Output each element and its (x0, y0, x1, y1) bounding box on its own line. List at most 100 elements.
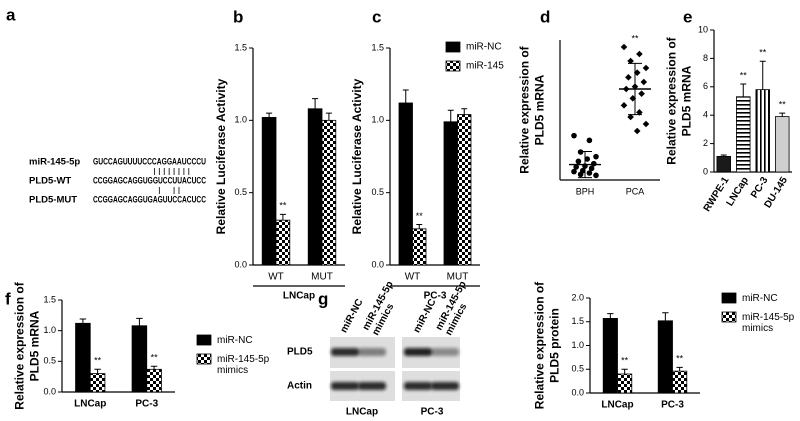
point (625, 74, 632, 81)
significance: ** (759, 48, 767, 58)
legend-label: miR-145 (466, 61, 504, 72)
y-tick-label: 1.5 (43, 294, 56, 304)
point (571, 168, 577, 175)
significance: ** (631, 33, 639, 43)
blot-band (331, 348, 359, 356)
error-bar (662, 312, 669, 321)
blot-band (331, 382, 359, 390)
y-tick-label: 0.5 (43, 356, 56, 366)
y-tick-label: 0.0 (234, 259, 247, 269)
error-bar (94, 368, 101, 374)
x-tick-label: PC-3 (135, 399, 158, 410)
error-bar (136, 317, 143, 326)
y-tick-label: 0.0 (571, 387, 584, 397)
y-tick-label: 1.0 (234, 115, 247, 125)
blot-band (431, 382, 459, 390)
bar (443, 121, 458, 266)
error-bar (607, 313, 614, 319)
sd-bar (628, 62, 642, 116)
y-axis-label: Relative expression ofPLD5 mRNA (665, 36, 694, 164)
point (620, 102, 628, 109)
bar (131, 325, 148, 393)
y-tick-label: 0.0 (43, 386, 56, 396)
bar (146, 368, 162, 393)
row-label: PLD5 (287, 347, 313, 358)
y-tick-label: 1.0 (371, 115, 384, 125)
bar (275, 219, 291, 266)
group-label: LNCap (283, 291, 315, 302)
bar (617, 373, 633, 394)
y-axis-label: Relative expression ofPLD5 protein (533, 281, 562, 409)
y-tick-label: 1.0 (43, 325, 56, 335)
sequence-label: PLD5-WT (29, 176, 71, 187)
lane-label: miR-145-5pmimics (360, 279, 405, 337)
significance: ** (94, 356, 102, 366)
error-bar (266, 112, 273, 118)
lane-label: miR-NC (411, 297, 438, 335)
bar (457, 114, 472, 266)
legend-swatch (196, 353, 212, 365)
sequence-label: PLD5-MUT (29, 195, 77, 206)
bar (736, 96, 751, 173)
point (638, 90, 645, 97)
blot-band (404, 382, 432, 390)
error-bar (779, 112, 786, 117)
legend-swatch (445, 41, 461, 53)
error-bar (325, 112, 332, 121)
error-bar (312, 98, 319, 109)
panel-letter: d (540, 7, 550, 26)
error-bar (79, 318, 87, 324)
x-tick-label: MUT (447, 272, 469, 283)
point (642, 120, 650, 128)
sequence: GUCCAGUUUUCCCAGGAAUCCCU (93, 157, 206, 168)
point (588, 165, 595, 172)
point (636, 109, 643, 116)
significance: ** (151, 353, 159, 363)
y-tick-label: 1.5 (371, 42, 384, 52)
x-tick-label: PC-3 (661, 400, 684, 411)
bar (755, 89, 770, 173)
point (586, 170, 593, 176)
error-bar (150, 365, 158, 370)
y-tick-label: 1.5 (234, 42, 247, 52)
bar (716, 155, 731, 173)
point (642, 64, 650, 72)
significance: ** (779, 99, 787, 109)
significance: ** (740, 70, 748, 80)
legend-swatch (445, 60, 461, 72)
group-label: PC-3 (421, 407, 444, 418)
point (627, 57, 634, 65)
group-label: LNCap (346, 407, 378, 418)
bar (75, 322, 91, 393)
point (571, 132, 577, 139)
x-tick-label: BPH (576, 186, 595, 196)
y-tick-label: 1.0 (571, 340, 584, 350)
sequence-label: miR-145-5p (29, 157, 80, 168)
point (593, 153, 599, 160)
sequence: CCGGAGCAGGUGGUCCUUACUCC (93, 176, 206, 187)
sequence: CCGGAGCAGGUGAGUUCCACUCC (93, 195, 206, 206)
panel-letter: c (372, 7, 381, 26)
x-tick-label: RWPE-1 (702, 175, 732, 214)
panel-letter: a (6, 5, 16, 24)
panel-letter: f (5, 289, 11, 308)
point (593, 172, 599, 179)
y-tick-label: 6 (703, 81, 708, 91)
legend-swatch (721, 311, 737, 323)
x-tick-label: PCA (626, 186, 645, 196)
y-tick-label: 1.5 (571, 316, 584, 326)
bar (89, 373, 106, 393)
point (584, 156, 590, 162)
significance: ** (416, 211, 424, 221)
y-tick-label: 0.0 (371, 259, 384, 269)
error-bar (447, 109, 454, 122)
blot-band (358, 348, 386, 356)
point (640, 78, 648, 86)
legend-swatch (196, 334, 212, 346)
y-axis-label: Relative expression ofPLD5 mRNA (518, 45, 547, 173)
point (633, 69, 641, 76)
legend-label: miR-145-5p mimics (217, 354, 270, 376)
blot-band (431, 348, 459, 356)
legend-label: miR-NC (217, 335, 253, 346)
